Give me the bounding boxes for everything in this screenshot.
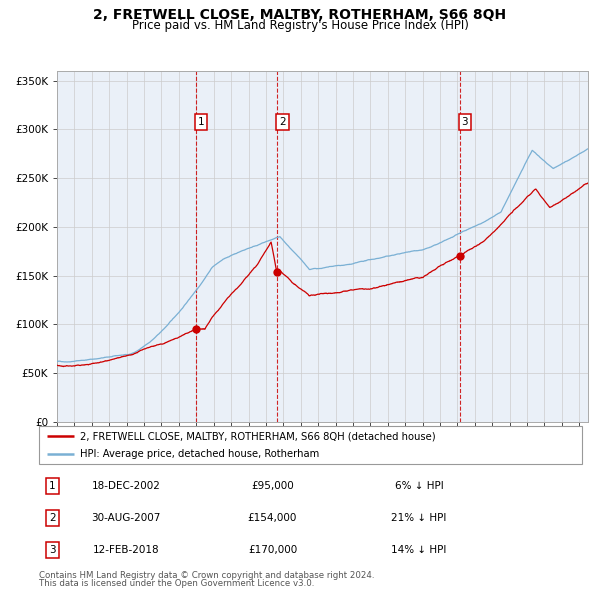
Text: 6% ↓ HPI: 6% ↓ HPI (395, 481, 443, 491)
Text: 18-DEC-2002: 18-DEC-2002 (91, 481, 160, 491)
Text: 3: 3 (461, 117, 468, 127)
FancyBboxPatch shape (39, 426, 582, 464)
Text: HPI: Average price, detached house, Rotherham: HPI: Average price, detached house, Roth… (80, 449, 319, 459)
Text: 21% ↓ HPI: 21% ↓ HPI (391, 513, 447, 523)
Text: 3: 3 (49, 545, 56, 555)
Text: £154,000: £154,000 (248, 513, 297, 523)
Text: 2: 2 (49, 513, 56, 523)
Text: 30-AUG-2007: 30-AUG-2007 (91, 513, 161, 523)
Text: This data is licensed under the Open Government Licence v3.0.: This data is licensed under the Open Gov… (39, 579, 314, 588)
Text: 2: 2 (280, 117, 286, 127)
Text: 14% ↓ HPI: 14% ↓ HPI (391, 545, 447, 555)
Text: 1: 1 (49, 481, 56, 491)
Text: £170,000: £170,000 (248, 545, 297, 555)
Text: 12-FEB-2018: 12-FEB-2018 (92, 545, 159, 555)
Text: 2, FRETWELL CLOSE, MALTBY, ROTHERHAM, S66 8QH: 2, FRETWELL CLOSE, MALTBY, ROTHERHAM, S6… (94, 8, 506, 22)
Text: Price paid vs. HM Land Registry's House Price Index (HPI): Price paid vs. HM Land Registry's House … (131, 19, 469, 32)
Text: 1: 1 (197, 117, 204, 127)
Text: Contains HM Land Registry data © Crown copyright and database right 2024.: Contains HM Land Registry data © Crown c… (39, 571, 374, 579)
Text: 2, FRETWELL CLOSE, MALTBY, ROTHERHAM, S66 8QH (detached house): 2, FRETWELL CLOSE, MALTBY, ROTHERHAM, S6… (80, 431, 436, 441)
Text: £95,000: £95,000 (251, 481, 294, 491)
